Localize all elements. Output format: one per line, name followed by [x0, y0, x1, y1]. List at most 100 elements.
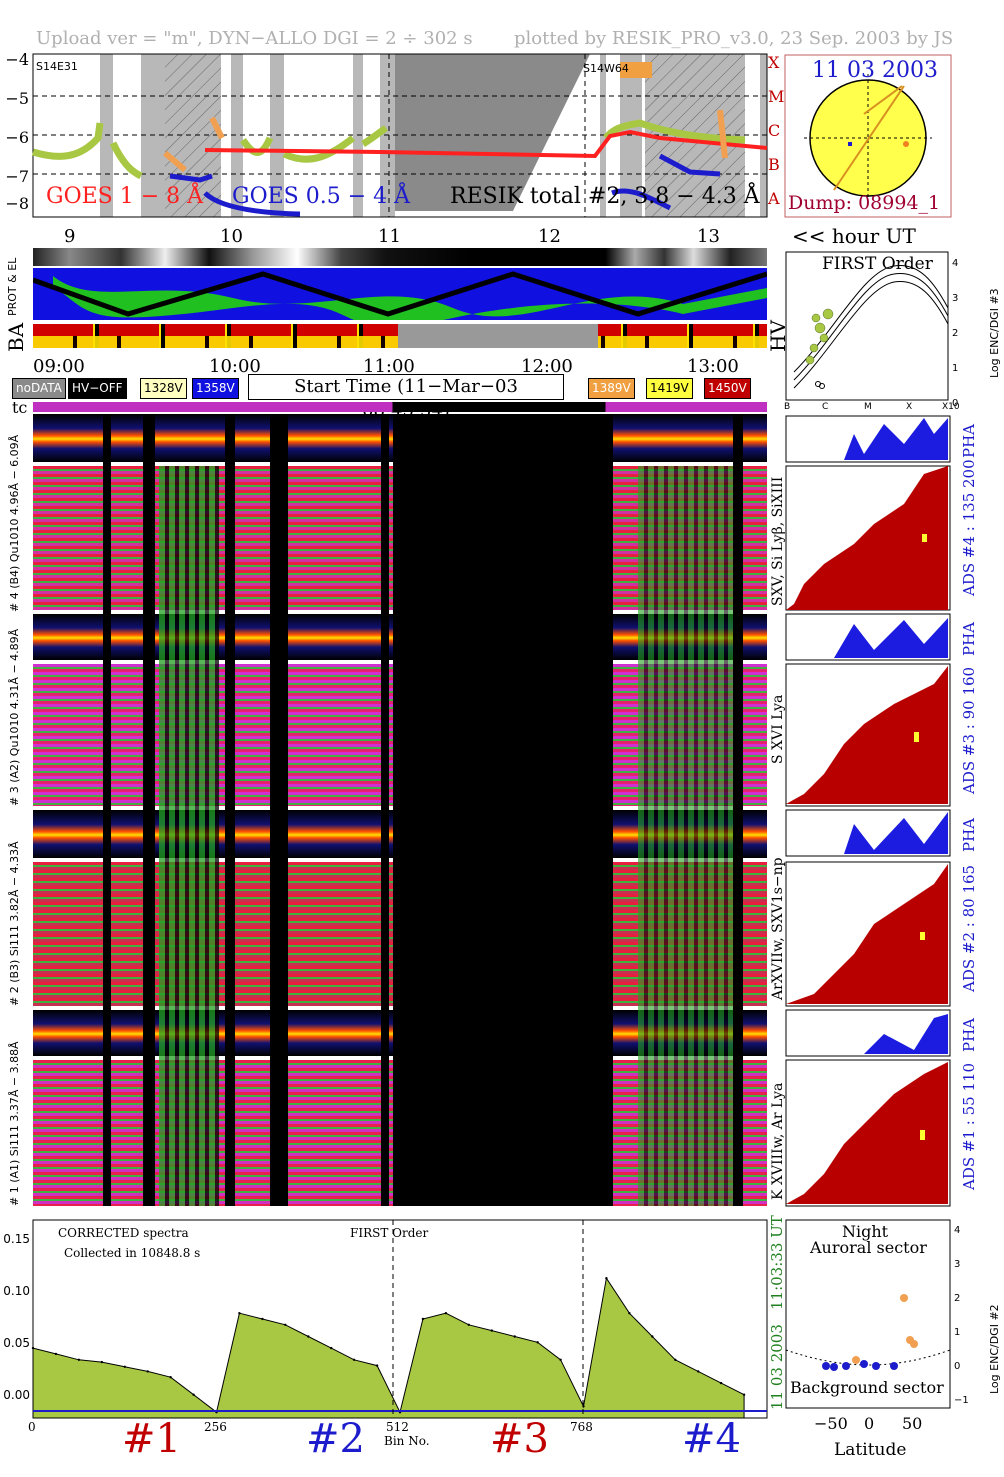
legend-nodata: noDATA: [12, 378, 66, 399]
legend-hvoff: HV−OFF: [68, 378, 127, 399]
spectra-title3: FIRST Order: [350, 1226, 429, 1240]
class-label-x: X: [768, 53, 780, 72]
x-tick: 512: [386, 1420, 409, 1434]
hour-label: 10: [220, 226, 243, 247]
ads-spectrogram-ch1: [33, 1060, 767, 1206]
goes18-curve: [204, 129, 768, 159]
hour-label: 12: [538, 226, 561, 247]
pha-spectrogram-ch2: [33, 810, 767, 858]
class-label-b: B: [768, 155, 780, 174]
spectrum-point: [651, 1335, 654, 1338]
pha-spectrogram-ch4: [33, 414, 767, 462]
spectrum-point: [261, 1317, 264, 1321]
spectra-plot: [31, 1219, 768, 1419]
ads-label-3: ADS #3 : 90 160: [960, 666, 978, 794]
latitude-plot: [785, 1219, 951, 1409]
legend-1419v: 1419V: [646, 378, 693, 399]
latitude-yticks: 4 3 2 1 0 −1: [954, 1214, 969, 1418]
ads-spectrogram-ch3: [33, 664, 767, 806]
sun-dump: Dump: 08994_1: [788, 192, 941, 214]
spectrum-point: [169, 1376, 172, 1379]
x-tick: 768: [570, 1420, 593, 1434]
ads-spectrogram-ch2: [33, 862, 767, 1006]
legend-1450v: 1450V: [704, 378, 751, 399]
line-label-3: S XVI Lya: [770, 694, 786, 764]
header-plot-info: plotted by RESIK_PRO_v3.0, 23 Sep. 2003 …: [514, 28, 954, 49]
y-tick: 2: [954, 1293, 961, 1304]
spectrum-point: [628, 1312, 631, 1315]
y-tick: −6: [5, 128, 29, 147]
prot-el-label: PROT & EL: [6, 257, 19, 316]
spectrum-point: [54, 1352, 58, 1356]
channel-label-1: # 1 (A1) Si111 3.37Å − 3.88Å: [8, 1041, 21, 1206]
ads-label-1: ADS #1 : 55 110: [960, 1062, 978, 1190]
first-order-title: FIRST Order: [822, 254, 933, 274]
spectrum-point: [307, 1335, 310, 1338]
latitude-bottom: Background sector: [790, 1378, 944, 1397]
pha-label-3: PHA: [960, 621, 978, 656]
spectrum-point: [697, 1370, 700, 1373]
x-tick: X: [906, 402, 913, 412]
y-tick: 0.15: [3, 1232, 30, 1246]
spectrum-point: [513, 1335, 516, 1338]
legend-1358v: 1358V: [192, 378, 239, 399]
line-label-1: K XVIIIw, Ar Lya: [770, 1082, 786, 1200]
y-tick: 2: [952, 328, 959, 339]
ads-spectrogram-ch4: [33, 466, 767, 610]
pha-spectrogram-ch3: [33, 614, 767, 660]
spectrum-point: [674, 1358, 677, 1361]
spectrum-point: [742, 1393, 746, 1396]
spectra-xlabel: Bin No.: [384, 1434, 430, 1448]
spectra-ch3-label: #3: [490, 1416, 549, 1462]
pha-label-1: PHA: [960, 1017, 978, 1052]
spectrum-point: [31, 1346, 35, 1350]
x-tick: 0: [864, 1414, 875, 1433]
line-label-4: SXV, Si Lyβ, SiXIII: [770, 476, 786, 606]
spectrum-point: [284, 1323, 287, 1326]
y-tick: 3: [952, 293, 959, 304]
ba-label: BA: [4, 322, 28, 352]
pha-label-4: PHA: [960, 423, 978, 458]
y-tick: 0: [952, 398, 959, 409]
hour-label: 11: [378, 226, 401, 247]
goes-panel: [32, 53, 768, 218]
pha-spectrogram-ch1: [33, 1010, 767, 1056]
spectrum-point: [375, 1364, 379, 1367]
tc-strip: [33, 402, 767, 412]
y-tick: −8: [5, 194, 29, 213]
time-label: 11:00: [363, 356, 415, 377]
spectrum-point: [559, 1358, 562, 1361]
tc-label: tc: [12, 398, 28, 417]
time-label: 10:00: [209, 356, 261, 377]
class-label-a: A: [768, 189, 780, 208]
spectrum-point: [77, 1358, 81, 1361]
status-strip: [33, 248, 767, 266]
spectrum-point: [421, 1317, 425, 1321]
y-tick: −7: [5, 167, 29, 186]
spectrum-point: [238, 1312, 241, 1315]
region-tag-left: S14E31: [36, 60, 78, 73]
first-order-yticks: 4 3 2 1 0: [952, 246, 958, 421]
y-tick: −5: [5, 89, 29, 108]
hour-label: 13: [697, 226, 720, 247]
y-tick: 1: [952, 363, 959, 374]
latitude-top1: Night: [842, 1222, 889, 1241]
latitude-top2: Auroral sector: [810, 1238, 927, 1257]
latitude-xlabel: Latitude: [834, 1440, 907, 1460]
y-tick: 4: [952, 258, 959, 269]
spectrum-point: [582, 1405, 585, 1408]
hour-unit-label: << hour UT: [792, 224, 916, 248]
legend-1328v: 1328V: [140, 378, 187, 399]
start-time-box: Start Time (11−Mar−03 08:45:54): [248, 374, 564, 421]
latitude-ylabel: Log ENC/DGI #2: [988, 1304, 1001, 1394]
hour-axis: 9 10 11 12 13: [34, 226, 768, 248]
first-order-plot: [785, 251, 949, 401]
legend-1389v: 1389V: [588, 378, 635, 399]
x-tick: M: [864, 402, 872, 412]
x-tick: X10: [942, 402, 960, 412]
time-label: 12:00: [521, 356, 573, 377]
resik-label: RESIK total #2, 3.8 − 4.3 Å: [450, 184, 760, 209]
class-label-m: M: [768, 87, 785, 106]
spectrum-point: [719, 1381, 723, 1385]
y-tick: 4: [954, 1225, 961, 1236]
